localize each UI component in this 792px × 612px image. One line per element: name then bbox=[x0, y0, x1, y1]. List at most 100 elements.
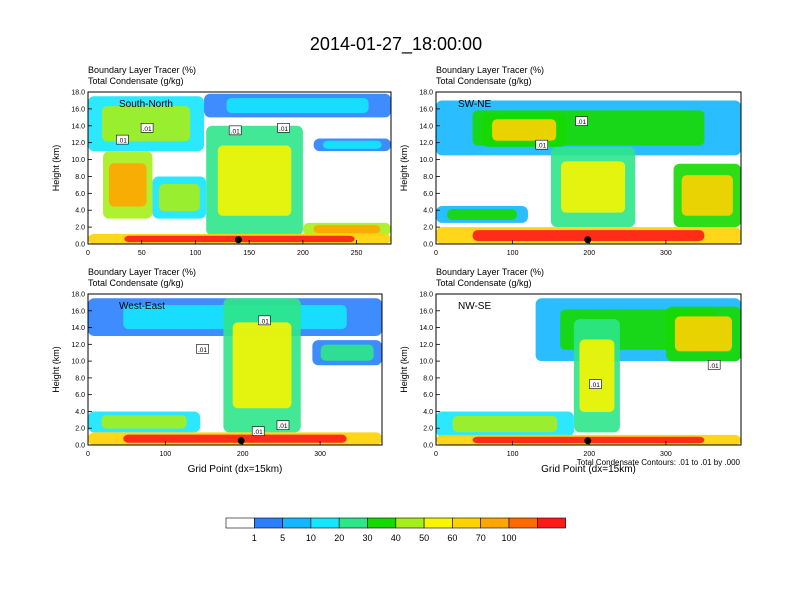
svg-text:.01: .01 bbox=[143, 126, 152, 133]
y-tick-label: 16.0 bbox=[71, 308, 85, 315]
tracer-field bbox=[436, 100, 741, 244]
y-axis-label: Height (km) bbox=[399, 346, 409, 393]
panel-header-condensate: Total Condensate (g/kg) bbox=[436, 76, 532, 86]
panel-header-tracer: Boundary Layer Tracer (%) bbox=[88, 65, 196, 75]
y-tick-label: 0.0 bbox=[75, 443, 85, 450]
tracer-region-core bbox=[108, 163, 147, 207]
panel-3: Boundary Layer Tracer (%)Total Condensat… bbox=[51, 267, 383, 475]
x-axis-label: Grid Point (dx=15km) bbox=[541, 464, 636, 475]
tracer-field bbox=[436, 298, 741, 445]
x-tick-label: 250 bbox=[351, 250, 363, 257]
panel-header-tracer: Boundary Layer Tracer (%) bbox=[88, 267, 196, 277]
y-tick-label: 10.0 bbox=[419, 157, 433, 164]
x-tick-label: 300 bbox=[314, 451, 326, 458]
svg-text:.01: .01 bbox=[198, 347, 207, 354]
colorbar-swatch bbox=[282, 517, 312, 529]
y-tick-label: 12.0 bbox=[71, 140, 85, 147]
y-tick-label: 0.0 bbox=[423, 443, 433, 450]
colorbar-swatch bbox=[480, 517, 510, 529]
x-tick-label: 100 bbox=[160, 451, 172, 458]
y-tick-label: 6.0 bbox=[75, 392, 85, 399]
y-tick-label: 12.0 bbox=[419, 140, 433, 147]
y-tick-label: 10.0 bbox=[419, 359, 433, 366]
y-tick-label: 4.0 bbox=[423, 208, 433, 215]
y-tick-label: 8.0 bbox=[423, 174, 433, 181]
location-marker bbox=[237, 437, 245, 445]
svg-text:.01: .01 bbox=[118, 138, 127, 145]
figure-title: 2014-01-27_18:00:00 bbox=[310, 34, 482, 55]
y-tick-label: 6.0 bbox=[75, 191, 85, 198]
location-marker bbox=[234, 236, 242, 244]
y-tick-label: 0.0 bbox=[423, 242, 433, 249]
x-tick-label: 100 bbox=[190, 250, 202, 257]
contour-label: .01 bbox=[251, 426, 265, 436]
tracer-region-core bbox=[561, 161, 626, 213]
colorbar-label: 40 bbox=[391, 533, 401, 543]
x-tick-label: 100 bbox=[507, 451, 519, 458]
panel-header-condensate: Total Condensate (g/kg) bbox=[436, 278, 532, 288]
y-tick-label: 10.0 bbox=[71, 359, 85, 366]
tracer-region-core bbox=[226, 97, 369, 114]
contour-label: .01 bbox=[196, 344, 209, 354]
x-tick-label: 200 bbox=[237, 451, 249, 458]
panel-label: West-East bbox=[119, 301, 165, 312]
location-marker bbox=[584, 437, 592, 445]
contour-label: .01 bbox=[535, 139, 549, 150]
tracer-region-core bbox=[681, 175, 733, 216]
colorbar-label: 1 bbox=[252, 533, 257, 543]
tracer-region-core bbox=[320, 344, 374, 361]
svg-text:.01: .01 bbox=[591, 382, 600, 389]
panel-header-tracer: Boundary Layer Tracer (%) bbox=[436, 267, 544, 277]
x-tick-label: 300 bbox=[660, 250, 672, 257]
y-tick-label: 8.0 bbox=[75, 174, 85, 181]
y-tick-label: 18.0 bbox=[419, 90, 433, 97]
colorbar-swatch bbox=[452, 517, 481, 529]
panel-4: Boundary Layer Tracer (%)Total Condensat… bbox=[399, 267, 742, 475]
y-tick-label: 18.0 bbox=[71, 292, 85, 299]
panel-label: NW-SE bbox=[458, 301, 491, 312]
y-tick-label: 16.0 bbox=[419, 106, 433, 113]
y-tick-label: 14.0 bbox=[419, 123, 433, 130]
tracer-region-core bbox=[472, 230, 705, 241]
x-tick-label: 100 bbox=[507, 250, 519, 257]
x-tick-label: 300 bbox=[660, 451, 672, 458]
colorbar-label: 20 bbox=[334, 533, 344, 543]
x-tick-label: 0 bbox=[434, 250, 438, 257]
colorbar: 1 5 10 20 30 40 50 60 70 100 bbox=[225, 517, 566, 543]
y-tick-label: 2.0 bbox=[423, 426, 433, 433]
y-tick-label: 14.0 bbox=[71, 325, 85, 332]
y-tick-label: 2.0 bbox=[423, 225, 433, 232]
tracer-field bbox=[88, 298, 382, 445]
svg-text:.01: .01 bbox=[231, 128, 240, 135]
colorbar-swatch bbox=[367, 517, 397, 529]
x-tick-label: 0 bbox=[86, 451, 90, 458]
location-marker bbox=[584, 236, 592, 244]
y-tick-label: 16.0 bbox=[71, 106, 85, 113]
contour-label: .01 bbox=[575, 116, 588, 126]
svg-text:.01: .01 bbox=[254, 429, 263, 436]
tracer-region-core bbox=[452, 415, 558, 433]
colorbar-swatch bbox=[225, 517, 255, 529]
y-tick-label: 6.0 bbox=[423, 392, 433, 399]
panel-label: SW-NE bbox=[458, 99, 491, 110]
tracer-region-core bbox=[674, 316, 732, 352]
colorbar-swatch bbox=[395, 517, 425, 529]
y-tick-label: 14.0 bbox=[71, 123, 85, 130]
tracer-region-core bbox=[313, 225, 381, 234]
colorbar-label: 100 bbox=[501, 533, 516, 543]
x-tick-label: 50 bbox=[138, 250, 146, 257]
y-tick-label: 18.0 bbox=[419, 292, 433, 299]
y-tick-label: 0.0 bbox=[75, 242, 85, 249]
plot-frame bbox=[435, 91, 742, 245]
y-tick-label: 12.0 bbox=[419, 342, 433, 349]
y-tick-label: 18.0 bbox=[71, 90, 85, 97]
y-tick-label: 4.0 bbox=[75, 409, 85, 416]
x-tick-label: 200 bbox=[583, 451, 595, 458]
panel-1: Boundary Layer Tracer (%)Total Condensat… bbox=[51, 65, 392, 257]
plot-frame bbox=[435, 293, 742, 446]
panel-2: Boundary Layer Tracer (%)Total Condensat… bbox=[399, 65, 742, 257]
panel-header-tracer: Boundary Layer Tracer (%) bbox=[436, 65, 544, 75]
tracer-region-core bbox=[158, 184, 200, 212]
colorbar-label: 50 bbox=[419, 533, 429, 543]
